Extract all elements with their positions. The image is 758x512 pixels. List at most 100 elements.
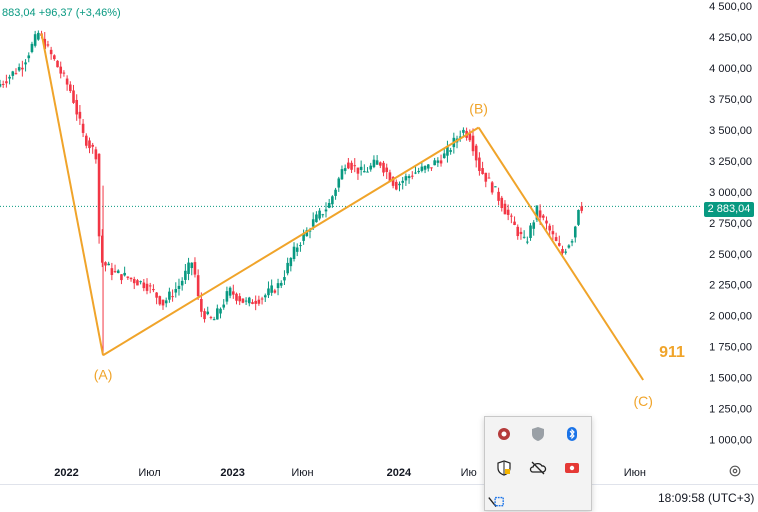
candle-body [21, 67, 24, 70]
candle-body [174, 289, 178, 293]
candle-body [168, 291, 171, 300]
candle-body [580, 206, 583, 211]
candle-body [193, 262, 197, 275]
candle-body [65, 78, 69, 85]
candle-body [267, 288, 270, 296]
candle-body [222, 304, 226, 308]
candle-body [27, 55, 31, 59]
candle-body [404, 176, 408, 181]
y-tick-label: 4 500,00 [709, 1, 752, 13]
security-shield-icon[interactable] [495, 459, 513, 477]
candle-body [321, 214, 325, 216]
candle-body [139, 281, 142, 283]
candle-body [535, 205, 539, 220]
candle-body [81, 123, 85, 133]
candle-body [196, 275, 200, 297]
price-chart[interactable]: 4 500,00 4 250,00 4 000,00 3 750,00 3 500,00… [0, 0, 758, 485]
candle-body [366, 171, 369, 173]
candle-body [1, 83, 5, 85]
candle-body [522, 236, 526, 238]
candle-body [311, 219, 315, 227]
candle-body [104, 262, 107, 266]
candle-body [251, 302, 254, 304]
candle-body [516, 226, 520, 237]
wave-labels: (A) (B) (C) 911 [94, 100, 685, 409]
candle-body [24, 62, 27, 65]
candle-body [158, 296, 162, 305]
candle-body [209, 317, 213, 319]
screen-record-icon[interactable] [563, 459, 581, 477]
candle-body [148, 285, 152, 287]
candle-body [410, 175, 414, 177]
candle-body [225, 291, 229, 302]
candle-body [369, 165, 373, 170]
candle-body [247, 297, 251, 304]
candle-body [8, 76, 11, 79]
cloud-offline-icon[interactable] [529, 459, 547, 477]
y-tick-label: 1 250,00 [709, 403, 752, 415]
candle-body [484, 172, 488, 182]
candle-body [91, 144, 94, 147]
candle-body [340, 169, 344, 180]
candle-body [14, 73, 18, 75]
candle-body [324, 209, 328, 212]
candle-body [257, 299, 261, 304]
candle-body [398, 183, 401, 186]
candle-body [295, 247, 299, 252]
y-tick-label: 1 750,00 [709, 342, 752, 354]
candle-body [490, 182, 494, 193]
candle-body [500, 197, 504, 209]
candle-body [426, 164, 430, 169]
candle-body [219, 308, 222, 314]
candle-body [235, 293, 238, 301]
candle-body [350, 162, 353, 170]
candle-body [382, 162, 385, 173]
shield-red-icon[interactable] [495, 425, 513, 443]
y-tick-label: 1 500,00 [709, 373, 752, 385]
quote-header: 883,04 +96,37 (+3,46%) [2, 7, 121, 19]
candle-body [385, 167, 389, 172]
candle-body [481, 168, 484, 174]
snipping-tool-icon[interactable] [487, 494, 505, 512]
bluetooth-icon[interactable] [563, 425, 581, 443]
candle-body [305, 230, 309, 237]
candle-body [152, 288, 155, 291]
candle-body [327, 202, 331, 208]
candle-body [356, 167, 360, 174]
candle-body [554, 237, 558, 241]
candle-body [468, 133, 472, 141]
candle-body [417, 170, 420, 173]
candle-body [78, 111, 82, 119]
candle-body [474, 145, 478, 161]
candle-body [126, 276, 130, 278]
candle-body [46, 44, 50, 46]
candle-body [331, 196, 334, 205]
candle-body [573, 226, 577, 238]
candle-body [289, 258, 293, 267]
candle-body [353, 165, 357, 167]
candle-body [526, 241, 529, 243]
candle-body [254, 300, 257, 304]
x-tick-label: Июн [291, 467, 313, 479]
y-axis-labels: 4 500,00 4 250,00 4 000,00 3 750,00 3 500,00… [709, 1, 752, 446]
candle-body [548, 225, 552, 231]
y-tick-label: 2 000,00 [709, 311, 752, 323]
candle-body [88, 140, 91, 149]
candle-body [334, 189, 337, 196]
y-tick-label: 2 500,00 [709, 249, 752, 261]
candle-body [132, 278, 136, 284]
candle-body [49, 49, 53, 55]
settings-icon[interactable] [728, 464, 742, 478]
candle-body [107, 263, 110, 266]
candle-body [302, 233, 305, 241]
candle-body [557, 243, 561, 246]
candle-body [542, 215, 545, 218]
y-tick-label: 3 250,00 [709, 156, 752, 168]
y-tick-label: 3 750,00 [709, 94, 752, 106]
candle-body [510, 215, 513, 217]
shield-gray-icon[interactable] [529, 425, 547, 443]
candle-body [388, 172, 392, 182]
candle-body [17, 67, 21, 71]
clock-timezone[interactable]: 18:09:58 (UTC+3) [658, 491, 755, 505]
candle-body [5, 81, 8, 84]
